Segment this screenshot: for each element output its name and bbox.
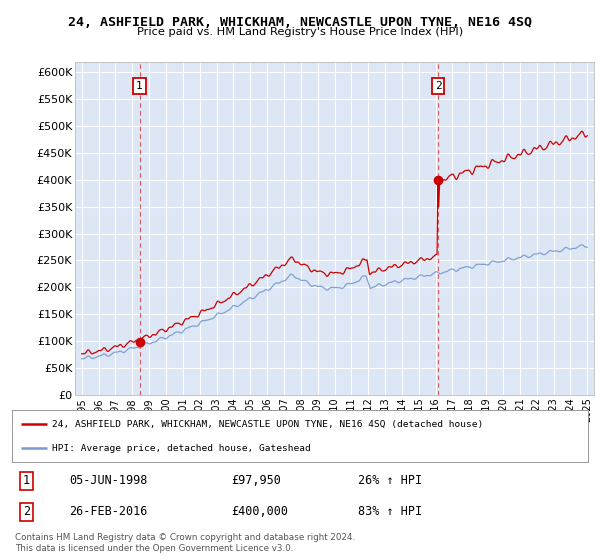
Text: £400,000: £400,000 <box>231 505 288 518</box>
Text: Price paid vs. HM Land Registry's House Price Index (HPI): Price paid vs. HM Land Registry's House … <box>137 27 463 37</box>
Text: 26% ↑ HPI: 26% ↑ HPI <box>358 474 422 487</box>
Text: Contains HM Land Registry data © Crown copyright and database right 2024.
This d: Contains HM Land Registry data © Crown c… <box>15 533 355 553</box>
Text: 1: 1 <box>23 474 30 487</box>
Text: 24, ASHFIELD PARK, WHICKHAM, NEWCASTLE UPON TYNE, NE16 4SQ: 24, ASHFIELD PARK, WHICKHAM, NEWCASTLE U… <box>68 16 532 29</box>
Text: 2: 2 <box>23 505 30 518</box>
Text: £97,950: £97,950 <box>231 474 281 487</box>
Text: HPI: Average price, detached house, Gateshead: HPI: Average price, detached house, Gate… <box>52 444 311 452</box>
Text: 26-FEB-2016: 26-FEB-2016 <box>70 505 148 518</box>
Text: 24, ASHFIELD PARK, WHICKHAM, NEWCASTLE UPON TYNE, NE16 4SQ (detached house): 24, ASHFIELD PARK, WHICKHAM, NEWCASTLE U… <box>52 420 484 429</box>
Text: 1: 1 <box>136 81 143 91</box>
Text: 2: 2 <box>435 81 442 91</box>
Text: 83% ↑ HPI: 83% ↑ HPI <box>358 505 422 518</box>
Text: 05-JUN-1998: 05-JUN-1998 <box>70 474 148 487</box>
